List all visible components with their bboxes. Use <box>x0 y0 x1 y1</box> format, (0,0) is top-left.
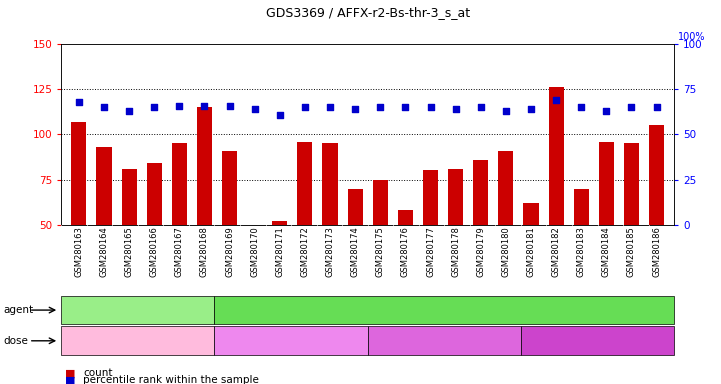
Point <box>425 104 436 111</box>
Bar <box>549 88 564 315</box>
Point <box>249 106 260 112</box>
Bar <box>373 180 388 315</box>
Point <box>575 104 587 111</box>
Text: dose: dose <box>4 336 29 346</box>
Point <box>651 104 663 111</box>
Bar <box>222 151 237 315</box>
Text: GDS3369 / AFFX-r2-Bs-thr-3_s_at: GDS3369 / AFFX-r2-Bs-thr-3_s_at <box>265 6 470 19</box>
Point <box>350 106 361 112</box>
Point <box>475 104 487 111</box>
Bar <box>71 122 87 315</box>
Point <box>450 106 461 112</box>
Bar <box>197 107 212 315</box>
Text: count: count <box>83 368 112 378</box>
Text: 30 ug/m3: 30 ug/m3 <box>417 336 471 346</box>
Text: 100%: 100% <box>678 32 705 42</box>
Bar <box>624 144 639 315</box>
Point <box>73 99 84 105</box>
Point <box>525 106 536 112</box>
Text: ■: ■ <box>65 368 76 378</box>
Point <box>500 108 512 114</box>
Text: agent: agent <box>4 305 34 315</box>
Text: percentile rank within the sample: percentile rank within the sample <box>83 375 259 384</box>
Bar <box>322 144 337 315</box>
Bar <box>598 142 614 315</box>
Bar <box>122 169 137 315</box>
Point <box>98 104 110 111</box>
Bar <box>297 142 312 315</box>
Text: 10 ug/m3: 10 ug/m3 <box>265 336 318 346</box>
Text: ■: ■ <box>65 375 76 384</box>
Bar <box>448 169 463 315</box>
Bar <box>172 144 187 315</box>
Point <box>601 108 612 114</box>
Point <box>299 104 311 111</box>
Point <box>626 104 637 111</box>
Point <box>174 103 185 109</box>
Point <box>374 104 386 111</box>
Bar <box>523 203 539 315</box>
Bar <box>574 189 589 315</box>
Bar <box>649 125 664 315</box>
Text: 100 ug/m3: 100 ug/m3 <box>567 336 628 346</box>
Bar <box>273 221 288 315</box>
Text: control: control <box>118 305 157 315</box>
Bar <box>473 160 488 315</box>
Point <box>224 103 235 109</box>
Bar <box>423 170 438 315</box>
Point <box>274 111 286 118</box>
Bar <box>247 225 262 315</box>
Bar <box>398 210 413 315</box>
Bar <box>348 189 363 315</box>
Point <box>399 104 411 111</box>
Point <box>199 103 211 109</box>
Point <box>149 104 160 111</box>
Point <box>550 97 562 103</box>
Bar <box>97 147 112 315</box>
Text: zinc: zinc <box>433 305 456 315</box>
Bar <box>146 163 162 315</box>
Bar <box>498 151 513 315</box>
Point <box>123 108 135 114</box>
Text: 0 ug/m3: 0 ug/m3 <box>115 336 161 346</box>
Point <box>324 104 336 111</box>
